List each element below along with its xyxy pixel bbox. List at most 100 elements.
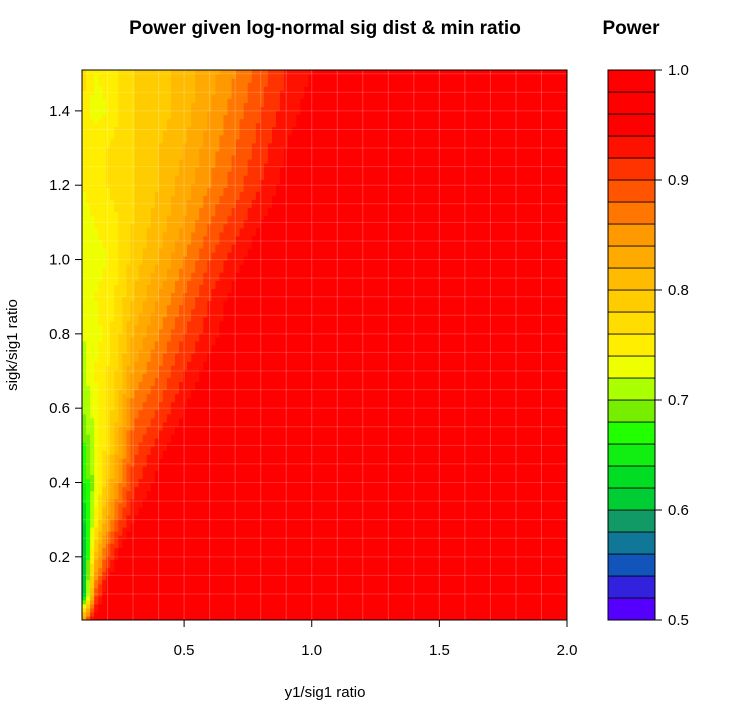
contour-cell — [401, 474, 406, 480]
contour-cell — [158, 615, 164, 620]
contour-cell — [368, 539, 374, 544]
contour-cell — [421, 514, 427, 520]
contour-cell — [162, 490, 168, 496]
contour-cell — [470, 559, 475, 564]
contour-cell — [215, 458, 221, 463]
contour-cell — [90, 466, 95, 471]
contour-cell — [348, 490, 354, 496]
contour-cell — [514, 498, 520, 504]
contour-cell — [308, 563, 313, 569]
contour-cell — [336, 563, 342, 569]
contour-cell — [130, 506, 136, 512]
contour-cell — [231, 498, 237, 504]
contour-cell — [530, 587, 536, 593]
contour-cell — [211, 535, 216, 540]
contour-cell — [409, 462, 415, 467]
contour-cell — [227, 531, 233, 536]
contour-cell — [558, 591, 564, 597]
contour-cell — [86, 458, 91, 463]
contour-cell — [191, 599, 196, 605]
contour-cell — [356, 458, 362, 463]
contour-cell — [90, 510, 95, 516]
contour-cell — [542, 587, 548, 593]
contour-cell — [373, 603, 378, 609]
contour-cell — [215, 559, 221, 564]
contour-cell — [344, 526, 350, 532]
contour-cell — [150, 563, 156, 569]
contour-cell — [425, 611, 431, 617]
contour-cell — [308, 599, 313, 605]
contour-cell — [114, 514, 119, 520]
contour-cell — [449, 571, 455, 577]
contour-cell — [433, 591, 439, 597]
contour-cell — [183, 466, 188, 471]
contour-cell — [191, 474, 196, 480]
contour-cell — [389, 611, 394, 617]
contour-cell — [82, 535, 87, 540]
contour-cell — [90, 539, 95, 544]
contour-cell — [409, 563, 415, 569]
contour-cell — [538, 547, 544, 552]
contour-cell — [433, 535, 439, 540]
contour-cell — [474, 555, 479, 560]
contour-cell — [550, 607, 556, 613]
contour-cell — [304, 514, 309, 520]
contour-cell — [336, 535, 342, 540]
contour-cell — [126, 450, 132, 455]
contour-cell — [401, 510, 406, 516]
contour-cell — [247, 615, 253, 620]
contour-cell — [474, 615, 479, 620]
contour-cell — [158, 518, 164, 524]
contour-cell — [227, 567, 233, 573]
contour-cell — [470, 502, 475, 508]
contour-cell — [393, 462, 398, 467]
contour-cell — [482, 607, 487, 613]
contour-cell — [98, 450, 103, 455]
contour-cell — [98, 595, 103, 601]
contour-cell — [195, 494, 200, 500]
contour-cell — [340, 595, 346, 601]
contour-cell — [211, 575, 216, 581]
contour-cell — [546, 474, 552, 480]
contour-cell — [324, 559, 330, 564]
contour-cell — [154, 458, 160, 463]
contour-cell — [510, 607, 516, 613]
contour-cell — [179, 571, 184, 577]
contour-cell — [368, 494, 374, 500]
contour-cell — [498, 559, 503, 564]
contour-cell — [486, 526, 491, 532]
contour-cell — [530, 526, 536, 532]
contour-cell — [417, 535, 423, 540]
contour-cell — [211, 543, 216, 548]
contour-cell — [482, 522, 487, 528]
contour-cell — [401, 595, 406, 601]
contour-cell — [445, 603, 451, 609]
contour-cell — [316, 454, 322, 459]
contour-cell — [486, 555, 491, 560]
contour-cell — [263, 543, 269, 548]
contour-cell — [332, 599, 338, 605]
contour-cell — [98, 615, 103, 620]
contour-cell — [558, 535, 564, 540]
contour-cell — [312, 458, 318, 463]
contour-cell — [486, 494, 491, 500]
contour-cell — [356, 615, 362, 620]
contour-cell — [356, 518, 362, 524]
contour-cell — [364, 563, 370, 569]
contour-cell — [203, 535, 208, 540]
contour-cell — [263, 587, 269, 593]
contour-cell — [154, 470, 160, 476]
contour-cell — [183, 551, 188, 556]
contour-cell — [538, 555, 544, 560]
contour-cell — [486, 518, 491, 524]
contour-cell — [296, 547, 301, 552]
contour-cell — [154, 522, 160, 528]
contour-cell — [405, 607, 410, 613]
contour-cell — [118, 595, 124, 601]
contour-cell — [546, 567, 552, 573]
contour-cell — [352, 555, 358, 560]
contour-cell — [195, 510, 200, 516]
contour-cell — [114, 587, 119, 593]
contour-cell — [385, 518, 390, 524]
contour-cell — [461, 462, 467, 467]
